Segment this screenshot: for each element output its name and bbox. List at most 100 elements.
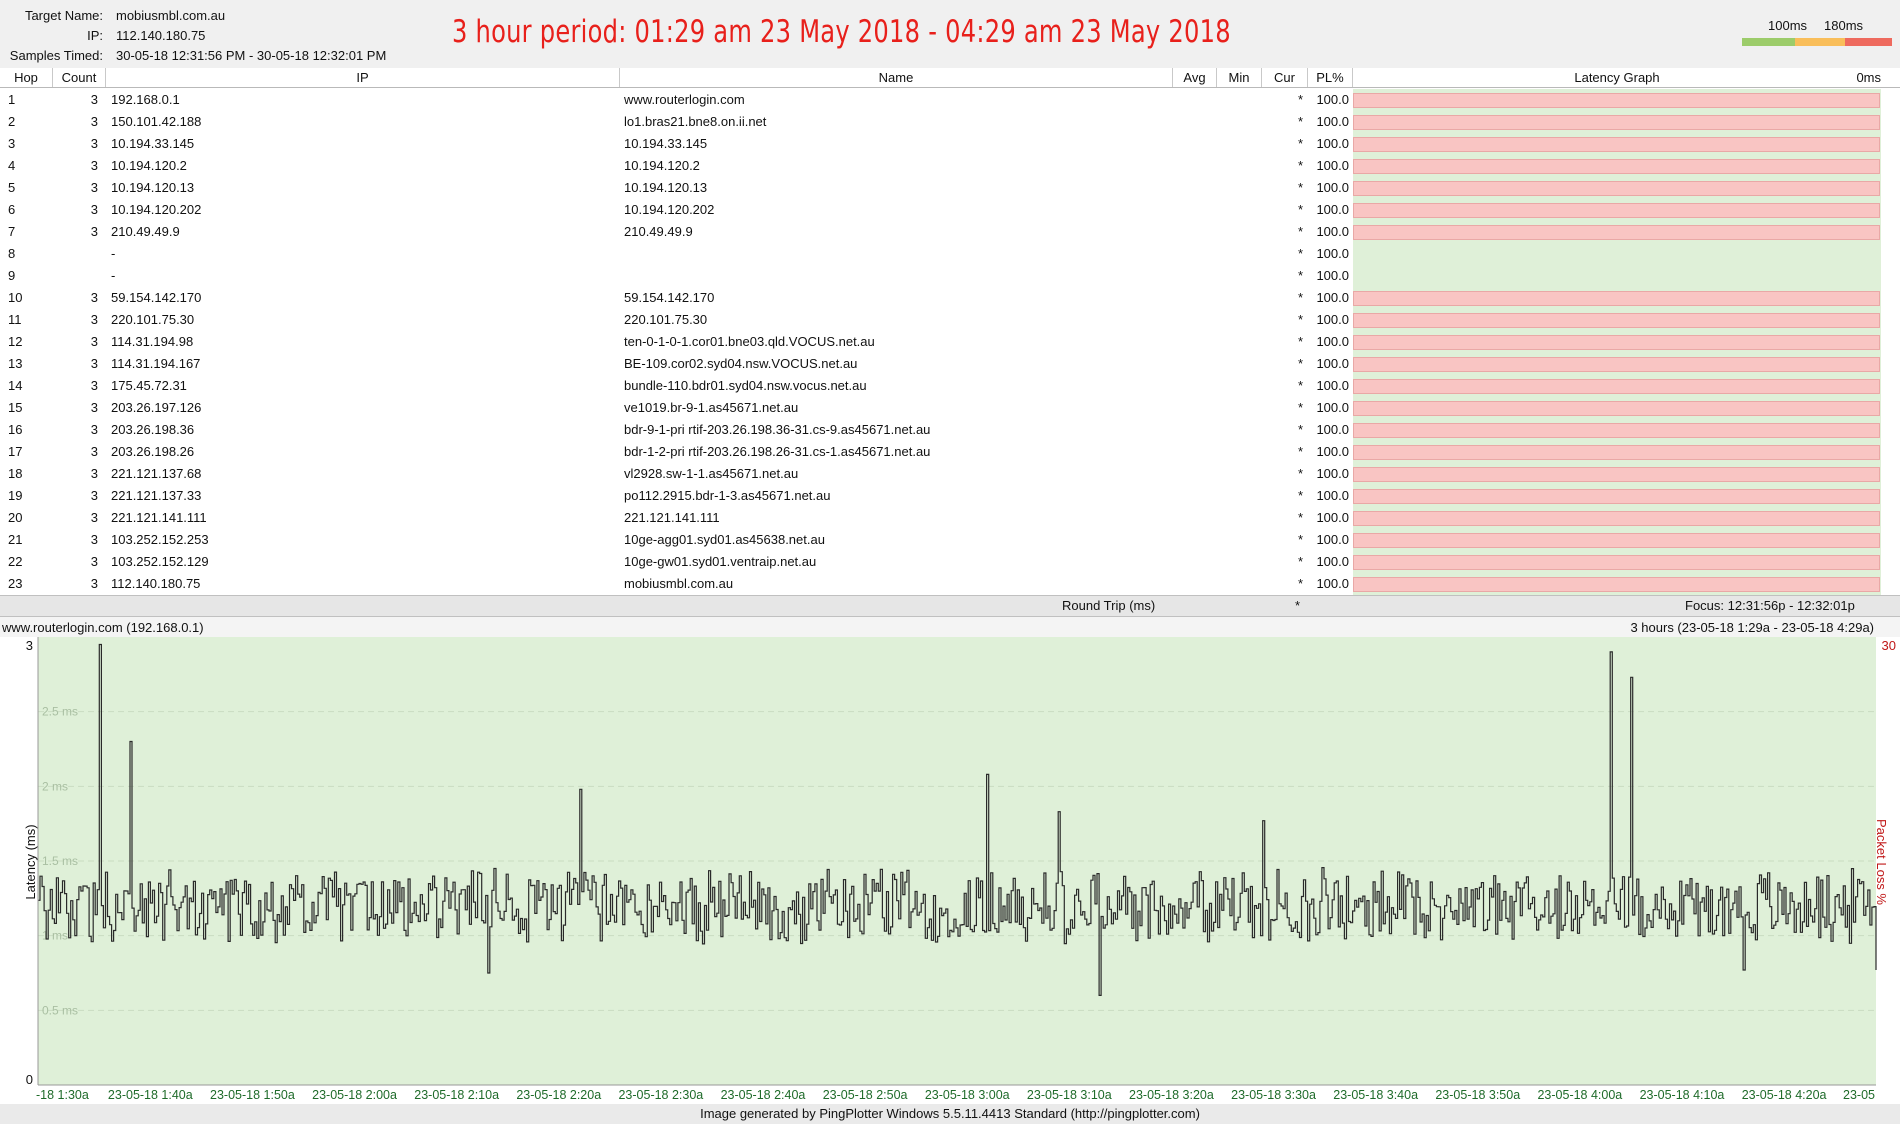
hop-cell: 15 xyxy=(8,400,23,415)
ip-cell: 203.26.198.26 xyxy=(111,444,195,459)
cur-cell: * xyxy=(1297,312,1303,327)
table-row[interactable]: 22 3 103.252.152.129 10ge-gw01.syd01.ventra… xyxy=(0,551,1900,573)
timeline-period-label: 3 hours (23-05-18 1:29a - 23-05-18 4:29a… xyxy=(1630,620,1874,635)
table-row[interactable]: 2 3 150.101.42.188 lo1.bras21.bne8.on.ii.ne… xyxy=(0,111,1900,133)
table-row[interactable]: 17 3 203.26.198.26 bdr-1-2-pri rtif-203.26.… xyxy=(0,441,1900,463)
cur-cell: * xyxy=(1297,400,1303,415)
pl-cell: 100.0 xyxy=(1316,92,1349,107)
name-cell: www.routerlogin.com xyxy=(624,92,745,107)
col-latency-graph[interactable]: Latency Graph 0ms xyxy=(1353,68,1881,87)
name-cell: bdr-1-2-pri rtif-203.26.198.26-31.cs-1.a… xyxy=(624,444,931,459)
packet-loss-bar xyxy=(1353,291,1880,306)
pl-cell: 100.0 xyxy=(1316,532,1349,547)
hop-cell: 18 xyxy=(8,466,23,481)
table-row[interactable]: 3 3 10.194.33.145 10.194.33.145 * 100.0 xyxy=(0,133,1900,155)
table-row[interactable]: 15 3 203.26.197.126 ve1019.br-9-1.as45671.n… xyxy=(0,397,1900,419)
col-pl[interactable]: PL% xyxy=(1308,68,1353,87)
col-cur[interactable]: Cur xyxy=(1262,68,1308,87)
col-count[interactable]: Count xyxy=(53,68,106,87)
pl-cell: 100.0 xyxy=(1316,444,1349,459)
hop-cell: 2 xyxy=(8,114,16,129)
table-row[interactable]: 8 - * 100.0 xyxy=(0,243,1900,265)
ip-cell: 220.101.75.30 xyxy=(111,312,195,327)
col-ip[interactable]: IP xyxy=(106,68,620,87)
table-row[interactable]: 20 3 221.121.141.111 221.121.141.111 * 100.0 xyxy=(0,507,1900,529)
packet-loss-bar xyxy=(1353,181,1880,196)
pl-cell: 100.0 xyxy=(1316,510,1349,525)
gridlines: 2.5 ms2 ms1.5 ms1 ms0.5 ms xyxy=(38,705,1876,1017)
count-cell: 3 xyxy=(90,488,98,503)
count-cell: 3 xyxy=(90,554,98,569)
table-row[interactable]: 4 3 10.194.120.2 10.194.120.2 * 100.0 xyxy=(0,155,1900,177)
packet-loss-bar xyxy=(1353,577,1880,592)
table-row[interactable]: 16 3 203.26.198.36 bdr-9-1-pri rtif-203.26.… xyxy=(0,419,1900,441)
hop-cell: 13 xyxy=(8,356,23,371)
name-cell: 10.194.33.145 xyxy=(624,136,708,151)
cur-cell: * xyxy=(1297,180,1303,195)
pl-cell: 100.0 xyxy=(1316,246,1349,261)
table-row[interactable]: 10 3 59.154.142.170 59.154.142.170 * 100.0 xyxy=(0,287,1900,309)
timeline-header: www.routerlogin.com (192.168.0.1) 3 hour… xyxy=(0,617,1900,637)
focus-range[interactable]: Focus: 12:31:56p - 12:32:01p xyxy=(1685,598,1855,613)
x-tick-label: -18 1:30a xyxy=(36,1088,89,1102)
name-cell: ten-0-1-0-1.cor01.bne03.qld.VOCUS.net.au xyxy=(624,334,875,349)
col-min[interactable]: Min xyxy=(1217,68,1262,87)
packet-loss-bar xyxy=(1353,467,1880,482)
table-row[interactable]: 23 3 112.140.180.75 mobiusmbl.com.au * 100.0 xyxy=(0,573,1900,595)
col-name[interactable]: Name xyxy=(620,68,1173,87)
hop-cell: 23 xyxy=(8,576,23,591)
table-row[interactable]: 18 3 221.121.137.68 vl2928.sw-1-1.as45671.n… xyxy=(0,463,1900,485)
name-cell: bdr-9-1-pri rtif-203.26.198.36-31.cs-9.a… xyxy=(624,422,931,437)
hop-cell: 10 xyxy=(8,290,23,305)
cur-cell: * xyxy=(1297,246,1303,261)
pl-cell: 100.0 xyxy=(1316,158,1349,173)
count-cell: 3 xyxy=(90,444,98,459)
cur-cell: * xyxy=(1297,444,1303,459)
col-hop[interactable]: Hop xyxy=(0,68,53,87)
ip-cell: 114.31.194.98 xyxy=(111,334,194,349)
packet-loss-bar xyxy=(1353,159,1880,174)
round-trip-cur: * xyxy=(1295,598,1301,613)
x-tick-label: 23-05-18 3:50a xyxy=(1435,1088,1520,1102)
latency-graph-cell xyxy=(1353,177,1881,199)
latency-timeline-chart[interactable]: 2.5 ms2 ms1.5 ms1 ms0.5 ms 3 0 30 Latenc… xyxy=(0,637,1900,1104)
latency-graph-cell xyxy=(1353,573,1881,595)
name-cell: 10ge-agg01.syd01.as45638.net.au xyxy=(624,532,825,547)
gridline-label: 2 ms xyxy=(42,779,68,793)
col-avg[interactable]: Avg xyxy=(1173,68,1217,87)
table-row[interactable]: 6 3 10.194.120.202 10.194.120.202 * 100.0 xyxy=(0,199,1900,221)
pl-cell: 100.0 xyxy=(1316,422,1349,437)
packet-loss-bar xyxy=(1353,555,1880,570)
latency-trace xyxy=(38,643,1877,996)
name-cell: vl2928.sw-1-1.as45671.net.au xyxy=(624,466,799,481)
table-row[interactable]: 9 - * 100.0 xyxy=(0,265,1900,287)
x-tick-label: 23-05-18 3:00a xyxy=(925,1088,1010,1102)
table-row[interactable]: 19 3 221.121.137.33 po112.2915.bdr-1-3.as45… xyxy=(0,485,1900,507)
table-row[interactable]: 12 3 114.31.194.98 ten-0-1-0-1.cor01.bne03.… xyxy=(0,331,1900,353)
latency-graph-cell xyxy=(1353,111,1881,133)
x-tick-label: 23-05 xyxy=(1843,1088,1875,1102)
hop-cell: 20 xyxy=(8,510,23,525)
latency-graph-cell xyxy=(1353,419,1881,441)
ip-label: IP: xyxy=(87,28,103,43)
x-tick-label: 23-05-18 4:10a xyxy=(1640,1088,1725,1102)
pl-cell: 100.0 xyxy=(1316,268,1349,283)
packet-loss-bar xyxy=(1353,203,1880,218)
table-row[interactable]: 13 3 114.31.194.167 BE-109.cor02.syd04.nsw.… xyxy=(0,353,1900,375)
table-row[interactable]: 7 3 210.49.49.9 210.49.49.9 * 100.0 xyxy=(0,221,1900,243)
table-row[interactable]: 5 3 10.194.120.13 10.194.120.13 * 100.0 xyxy=(0,177,1900,199)
latency-graph-cell xyxy=(1353,529,1881,551)
table-row[interactable]: 11 3 220.101.75.30 220.101.75.30 * 100.0 xyxy=(0,309,1900,331)
latency-graph-cell xyxy=(1353,199,1881,221)
packet-loss-bar xyxy=(1353,225,1880,240)
x-tick-label: 23-05-18 3:30a xyxy=(1231,1088,1316,1102)
table-row[interactable]: 14 3 175.45.72.31 bundle-110.bdr01.syd04.ns… xyxy=(0,375,1900,397)
count-cell: 3 xyxy=(90,202,98,217)
cur-cell: * xyxy=(1297,576,1303,591)
hop-table-header: Hop Count IP Name Avg Min Cur PL% Latenc… xyxy=(0,68,1900,88)
table-row[interactable]: 21 3 103.252.152.253 10ge-agg01.syd01.as456… xyxy=(0,529,1900,551)
name-cell: ve1019.br-9-1.as45671.net.au xyxy=(624,400,799,415)
count-cell: 3 xyxy=(90,92,98,107)
scale-color-bar xyxy=(1742,38,1892,46)
table-row[interactable]: 1 3 192.168.0.1 www.routerlogin.com * 100.0 xyxy=(0,89,1900,111)
